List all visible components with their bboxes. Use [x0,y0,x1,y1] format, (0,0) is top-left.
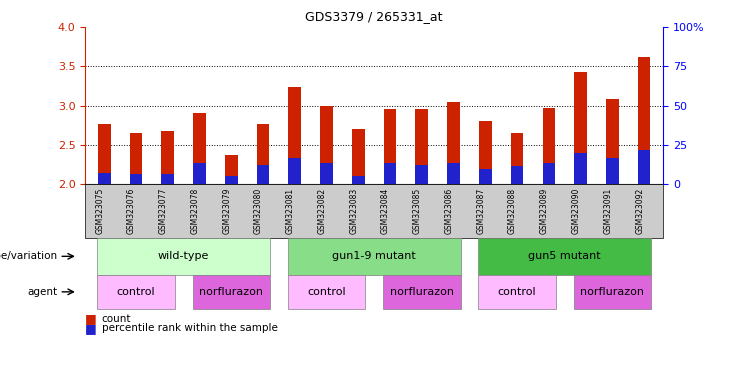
Bar [606,158,619,184]
Bar [256,165,270,184]
Text: gun1-9 mutant: gun1-9 mutant [332,251,416,262]
Text: GSM323077: GSM323077 [159,188,167,234]
Text: GDS3379 / 265331_at: GDS3379 / 265331_at [305,10,443,23]
Bar [162,174,174,184]
Bar [606,99,619,184]
Text: wild-type: wild-type [158,251,210,262]
Bar [288,158,301,184]
Text: genotype/variation: genotype/variation [0,251,57,262]
Bar [130,133,142,184]
Bar [574,153,587,184]
Text: norflurazon: norflurazon [580,287,645,297]
Text: gun5 mutant: gun5 mutant [528,251,601,262]
Text: GSM323090: GSM323090 [571,188,581,234]
Bar [511,166,523,184]
Text: percentile rank within the sample: percentile rank within the sample [102,323,277,333]
Text: GSM323083: GSM323083 [349,188,359,234]
Bar [288,88,301,184]
Bar [384,163,396,184]
Text: GSM323081: GSM323081 [286,188,295,234]
Text: GSM323084: GSM323084 [381,188,390,234]
Bar [638,151,651,184]
Text: GSM323080: GSM323080 [254,188,263,234]
Bar [225,155,238,184]
Text: count: count [102,314,131,324]
Text: GSM323088: GSM323088 [508,188,517,234]
Bar [320,163,333,184]
Bar [479,121,492,184]
Bar [384,109,396,184]
Bar [448,103,460,184]
Bar [193,114,206,184]
Text: GSM323078: GSM323078 [190,188,199,234]
Text: GSM323086: GSM323086 [445,188,453,234]
Bar [98,124,110,184]
Text: GSM323092: GSM323092 [635,188,644,234]
Text: GSM323076: GSM323076 [127,188,136,234]
Text: GSM323091: GSM323091 [603,188,612,234]
Text: ■: ■ [85,322,97,335]
Text: GSM323082: GSM323082 [318,188,327,234]
Text: GSM323075: GSM323075 [96,188,104,234]
Text: agent: agent [27,287,57,297]
Text: norflurazon: norflurazon [199,287,263,297]
Bar [256,124,270,184]
Bar [448,163,460,184]
Bar [511,133,523,184]
Bar [416,109,428,184]
Bar [479,169,492,184]
Text: control: control [117,287,156,297]
Bar [162,131,174,184]
Text: control: control [498,287,536,297]
Bar [352,177,365,184]
Text: GSM323085: GSM323085 [413,188,422,234]
Bar [225,177,238,184]
Bar [416,165,428,184]
Text: GSM323089: GSM323089 [540,188,549,234]
Bar [542,108,555,184]
Text: GSM323087: GSM323087 [476,188,485,234]
Text: ■: ■ [85,312,97,325]
Text: control: control [308,287,346,297]
Bar [574,72,587,184]
Bar [542,163,555,184]
Bar [130,174,142,184]
Bar [638,57,651,184]
Text: norflurazon: norflurazon [390,287,453,297]
Bar [320,106,333,184]
Text: GSM323079: GSM323079 [222,188,231,234]
Bar [193,163,206,184]
Bar [98,172,110,184]
Bar [352,129,365,184]
